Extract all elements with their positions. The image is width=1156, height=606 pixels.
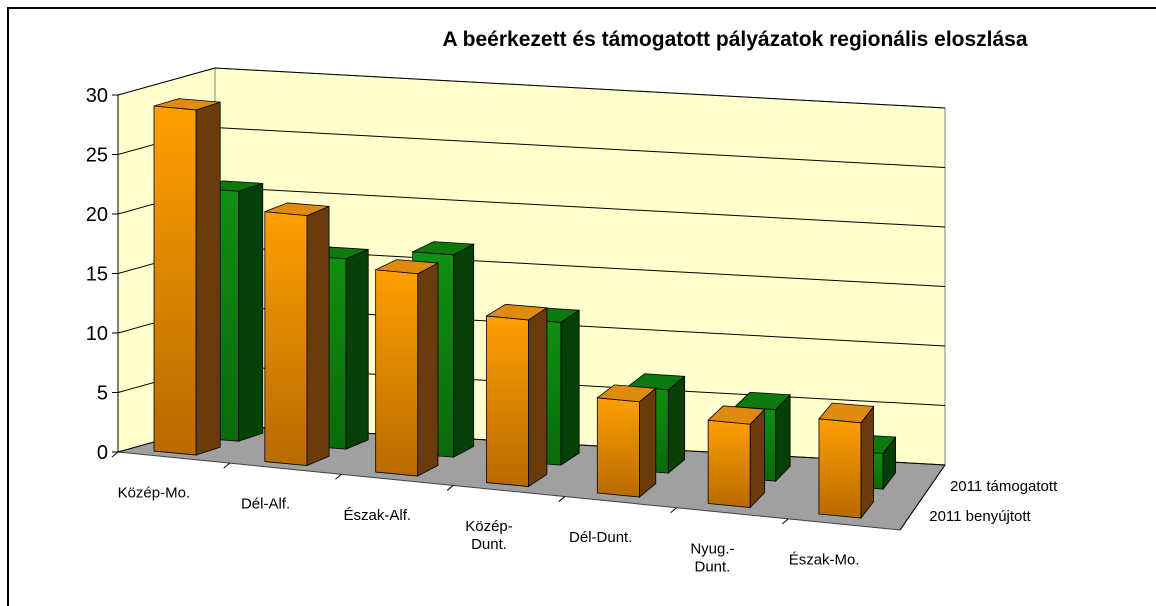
bar-top: [374, 259, 440, 275]
bar-top: [264, 202, 330, 217]
x-tick-label: Dél-Dunt.: [569, 529, 632, 546]
series-label: 2011 támogatott: [950, 478, 1058, 495]
bar-front: [375, 269, 419, 477]
y-tick-label: 15: [86, 264, 108, 286]
bar-top: [818, 402, 875, 424]
bar-side: [238, 182, 264, 442]
x-tick: [111, 451, 119, 458]
bar-side: [345, 248, 369, 450]
x-tick: [558, 496, 566, 502]
x-tick-label: Közép-Mo.: [118, 485, 191, 502]
bar-front: [264, 211, 308, 466]
y-tick-label: 25: [86, 145, 108, 167]
y-tick-label: 20: [86, 204, 108, 226]
bar-side: [528, 307, 548, 488]
grid-line: [117, 67, 946, 109]
bar-top: [411, 241, 476, 256]
x-tick: [335, 473, 342, 480]
bar-side: [306, 205, 330, 467]
bar-side: [417, 262, 439, 477]
x-tick: [781, 518, 789, 525]
bar-top: [596, 384, 657, 403]
x-tick-label: Közép-Dunt.: [465, 518, 513, 553]
bar: [485, 303, 549, 488]
x-tick-label: Észak-Alf.: [344, 507, 412, 524]
bar-front: [818, 418, 862, 519]
bar-top: [153, 98, 221, 111]
bar-top: [707, 405, 766, 425]
bar-side: [749, 408, 766, 509]
bar-side: [860, 405, 874, 520]
bar-top: [485, 303, 549, 321]
bar: [818, 402, 875, 520]
x-tick-label: Észak-Mo.: [789, 551, 860, 568]
x-tick: [223, 462, 231, 469]
bar: [374, 259, 440, 477]
bar-side: [639, 387, 657, 498]
x-tick: [446, 485, 454, 491]
bar-side: [453, 243, 475, 458]
bar: [264, 202, 330, 467]
series-label: 2011 benyújtott: [929, 508, 1031, 525]
y-tick-label: 5: [97, 383, 108, 405]
bar: [707, 405, 766, 509]
x-tick-label: Nyug.-Dunt.: [690, 540, 734, 575]
bar-side: [667, 375, 686, 474]
bar-front: [486, 315, 530, 487]
bar-front: [153, 105, 197, 456]
depth-axis: [899, 464, 946, 531]
bar: [596, 384, 657, 498]
bar-side: [560, 309, 580, 466]
bar-side: [195, 101, 221, 456]
x-tick: [670, 507, 677, 514]
y-tick-label: 0: [97, 442, 108, 464]
bar-front: [707, 419, 751, 508]
bar-front: [596, 397, 640, 498]
bar: [153, 98, 221, 456]
x-tick-label: Dél-Alf.: [241, 496, 290, 513]
y-tick-label: 30: [86, 85, 108, 107]
chart-title: A beérkezett és támogatott pályázatok re…: [442, 28, 1027, 51]
y-tick-label: 10: [86, 323, 108, 345]
